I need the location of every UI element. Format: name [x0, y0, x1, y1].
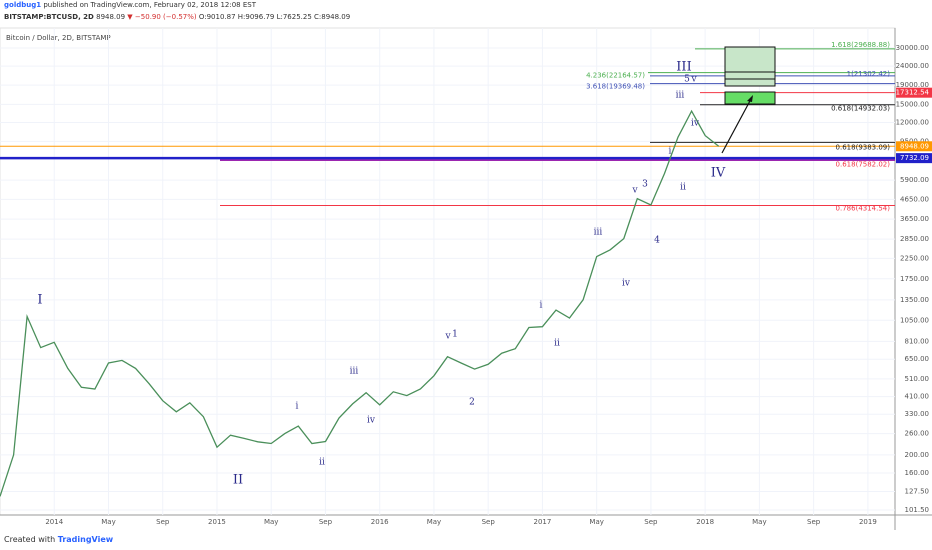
wave-label: i [540, 301, 543, 311]
x-tick-label: May [589, 518, 603, 526]
header-line: goldbug1 published on TradingView.com, F… [4, 1, 256, 9]
wave-label: v [690, 75, 697, 85]
y-tick-label: 2850.00 [900, 235, 929, 243]
ohlc: O:9010.87 H:9096.79 L:7625.25 C:8948.09 [198, 13, 351, 21]
x-tick-label: May [752, 518, 766, 526]
price-tag-label: 8948.09 [900, 142, 929, 150]
fib-label: 3.618(19369.48) [586, 83, 645, 91]
x-tick-label: May [101, 518, 115, 526]
x-tick-label: Sep [156, 518, 170, 526]
arrow-head [747, 95, 753, 102]
wave-label: iii [676, 91, 685, 101]
y-tick-label: 2250.00 [900, 254, 929, 262]
y-tick-label: 5900.00 [900, 176, 929, 184]
price-tag-label: 17312.54 [896, 89, 930, 97]
price-tag-label: 7732.09 [900, 154, 929, 162]
y-tick-label: 101.50 [905, 506, 930, 514]
y-tick-label: 510.00 [905, 375, 930, 383]
y-tick-label: 3650.00 [900, 215, 929, 223]
fib-label: 0.618(14932.03) [831, 105, 890, 113]
y-tick-label: 650.00 [905, 355, 930, 363]
wave-label: 1 [452, 330, 458, 340]
wave-label: I [37, 293, 42, 308]
y-tick-label: 4650.00 [900, 195, 929, 203]
chart-title: Bitcoin / Dollar, 2D, BITSTAMP [6, 34, 111, 42]
wave-label: 3 [642, 180, 648, 190]
wave-label: iv [367, 416, 376, 426]
wave-label: v [444, 332, 451, 342]
price-tag [896, 153, 932, 164]
published: published on TradingView.com, February 0… [41, 1, 257, 9]
x-tick-label: 2017 [534, 518, 552, 526]
price-tag [896, 141, 932, 152]
x-tick-label: May [264, 518, 278, 526]
wave-label: 2 [469, 398, 475, 408]
y-tick-label: 127.50 [905, 487, 930, 495]
wave-label: II [233, 473, 243, 488]
created: Created with [4, 535, 56, 544]
wave-label: IV [711, 166, 726, 181]
wave-label: ii [680, 183, 686, 193]
last: 8948.09 [96, 13, 126, 21]
wave-label: iv [622, 279, 631, 289]
x-tick-label: 2019 [859, 518, 877, 526]
y-tick-label: 200.00 [905, 451, 930, 459]
author: goldbug1 [4, 1, 42, 9]
wave-label: i [296, 402, 299, 412]
price-line-series [0, 109, 720, 497]
wave-label: ii [319, 458, 325, 468]
wave-label: ii [554, 339, 560, 349]
wave-label: 5 [684, 75, 690, 85]
fib-label: 1(21302.42) [847, 70, 891, 78]
y-tick-label: 330.00 [905, 410, 930, 418]
wave-label: v [631, 186, 638, 196]
x-tick-label: Sep [482, 518, 496, 526]
fib-label: 1.618(29688.88) [831, 41, 890, 49]
x-tick-label: 2014 [45, 518, 63, 526]
fib-label: 0.618(7582.02) [836, 161, 891, 169]
fib-label: 0.786(4314.54) [836, 205, 891, 213]
wave-label: iv [691, 119, 700, 129]
arrow-line [721, 98, 752, 154]
x-tick-label: Sep [644, 518, 658, 526]
y-tick-label: 410.00 [905, 393, 930, 401]
arrow: ▼ [127, 13, 133, 21]
y-tick-label: 30000.00 [896, 44, 929, 52]
y-tick-label: 1050.00 [900, 316, 929, 324]
y-tick-label: 810.00 [905, 337, 930, 345]
x-tick-label: 2016 [371, 518, 389, 526]
wave-label: i [669, 147, 672, 157]
y-tick-label: 260.00 [905, 430, 930, 438]
y-tick-label: 15000.00 [896, 100, 929, 108]
wave-label: iii [594, 228, 603, 238]
wave-label: III [676, 60, 691, 75]
target-box [724, 46, 776, 87]
x-tick-label: Sep [319, 518, 333, 526]
brand: TradingView [57, 535, 114, 544]
y-tick-label: 160.00 [905, 469, 930, 477]
y-tick-label: 1750.00 [900, 275, 929, 283]
y-tick-label: 19000.00 [896, 81, 929, 89]
symbol: BITSTAMP:BTCUSD, 2D [4, 13, 94, 21]
y-tick-label: 24000.00 [896, 62, 929, 70]
x-tick-label: Sep [807, 518, 821, 526]
wave-label: 4 [654, 236, 660, 246]
y-tick-label: 1350.00 [900, 296, 929, 304]
x-tick-label: 2015 [208, 518, 226, 526]
fib-label: 4.236(22164.57) [586, 72, 645, 80]
change: −50.90 (−0.57%) [134, 13, 197, 21]
fib-label: 0.618(9383.09) [836, 143, 891, 151]
y-tick-label: 12000.00 [896, 118, 929, 126]
wave-label: iii [350, 367, 359, 377]
x-tick-label: 2018 [696, 518, 714, 526]
chart: Bitcoin / Dollar, 2D, BITSTAMP 101.50127… [0, 27, 932, 530]
symbol-line: BITSTAMP:BTCUSD, 2D 8948.09 ▼ −50.90 (−0… [4, 13, 350, 21]
x-tick-label: May [427, 518, 441, 526]
price-tag [896, 87, 932, 98]
footer: Created with TradingView [4, 535, 113, 544]
